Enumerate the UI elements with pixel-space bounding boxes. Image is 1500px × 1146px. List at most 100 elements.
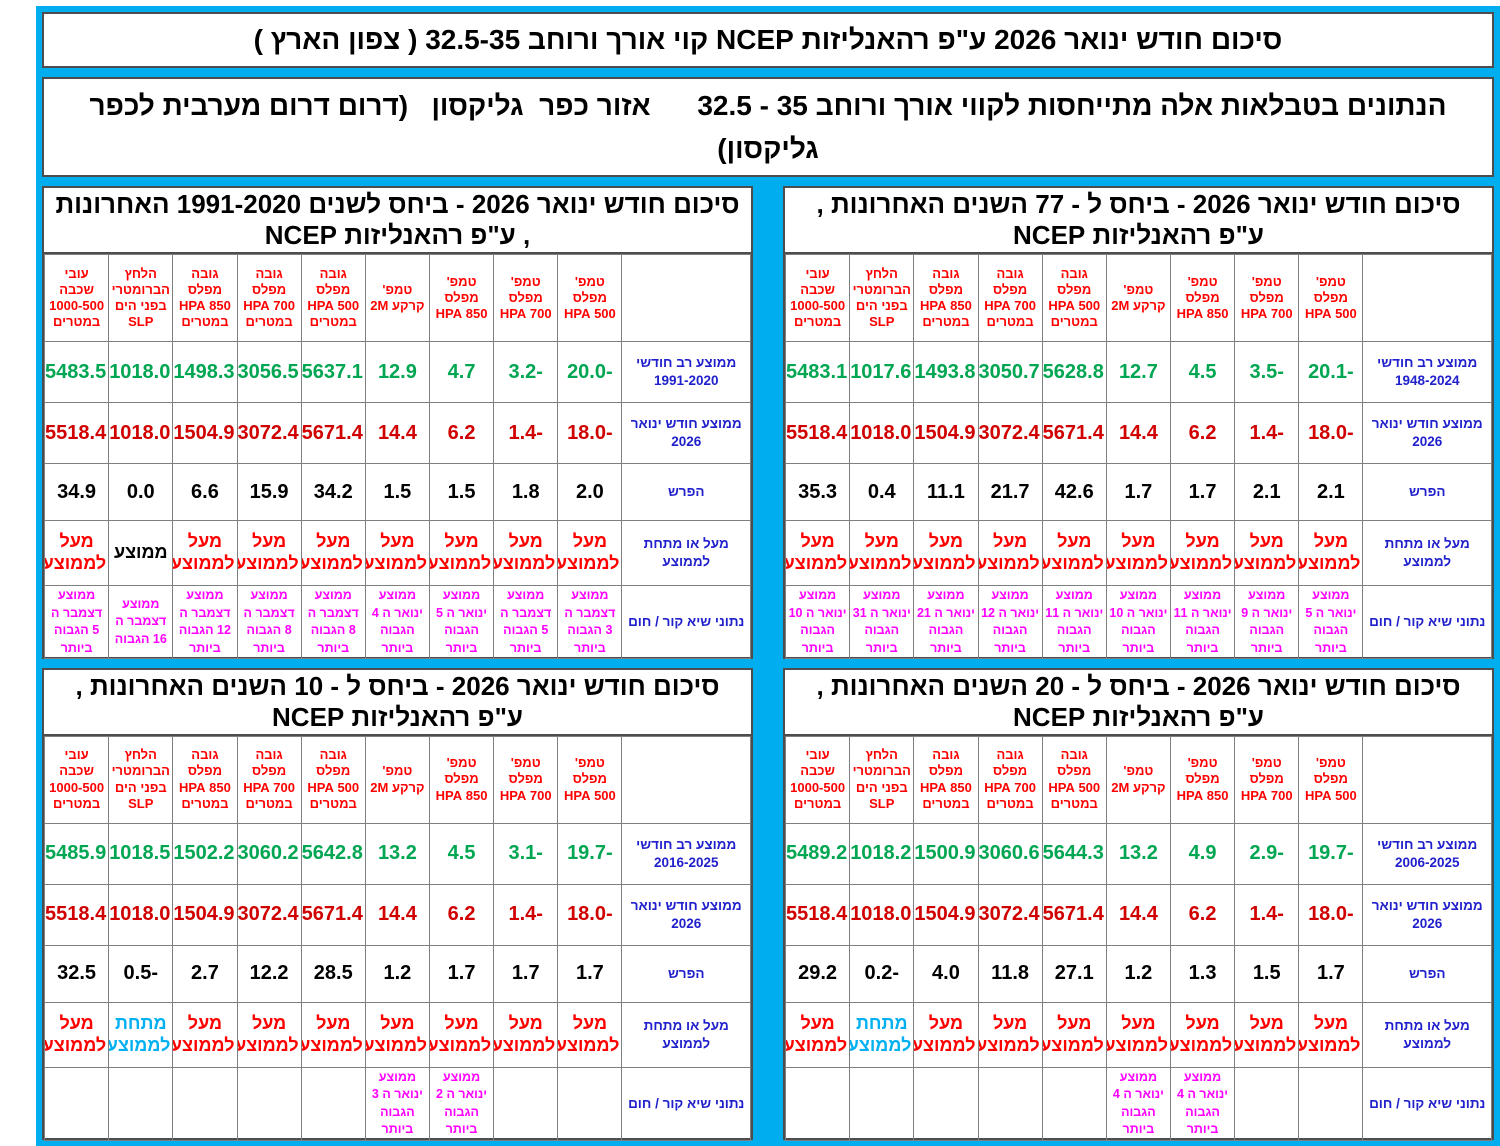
summary-table-10-years: סיכום חודש ינואר 2026 - ביחס ל - 10 השני…	[42, 667, 753, 1141]
current-month-row: ממוצע חודש ינואר 2026 -18.0 -1.4 6.2 14.4 567…	[43, 402, 751, 464]
record-cell: ממוצע ינואר ה 4 הגבוה ביותר	[1105, 1066, 1171, 1141]
above-below-cell: מעל לממוצע	[1298, 520, 1364, 586]
column-header: טמפ' מפלס 700 HPA	[493, 735, 559, 824]
row-label: נתוני שיא קור / חום	[1362, 585, 1492, 659]
record-cell: ממוצע ינואר ה 5 הגבוה ביותר	[1298, 585, 1364, 659]
value-cell: 1.3	[1169, 944, 1236, 1003]
value-cell: 5628.8	[1041, 341, 1107, 403]
value-cell: 12.7	[1105, 341, 1171, 403]
above-below-cell: מעל לממוצע	[557, 1001, 623, 1068]
longterm-average-row: ממוצע רב חודשי 1948-2024 -20.1 -3.5 4.5 12.7 5…	[784, 341, 1492, 403]
value-cell: 1500.9	[913, 822, 979, 885]
record-cell: ממוצע ינואר ה 4 הגבוה ביותר	[364, 585, 430, 659]
value-cell: 1.8	[493, 463, 559, 521]
page-frame: סיכום חודש ינואר 2026 ע"פ רהאנליזות NCEP…	[36, 6, 1500, 1146]
value-cell: -20.0	[557, 341, 623, 403]
record-cell: ממוצע דצמבר ה 5 הגבוה ביותר	[493, 585, 559, 659]
value-cell: 1018.0	[108, 402, 174, 464]
record-cell: ממוצע דצמבר ה 16 הגבוה	[108, 585, 174, 659]
column-header: הלחץ הברומטרי בפני הים SLP	[108, 735, 174, 824]
header-row: טמפ' מפלס 500 HPA טמפ' מפלס 700 HPA טמפ' מ…	[784, 735, 1492, 824]
header-row: טמפ' מפלס 500 HPA טמפ' מפלס 700 HPA טמפ' מ…	[43, 254, 751, 342]
value-cell: 3056.5	[236, 341, 302, 403]
data-table: טמפ' מפלס 500 HPA טמפ' מפלס 700 HPA טמפ' מ…	[43, 735, 751, 1141]
value-cell: 1493.8	[913, 341, 979, 403]
column-header: טמפ' מפלס 850 HPA	[428, 254, 495, 342]
value-cell: 1018.0	[108, 341, 174, 403]
column-header: גובה מפלס 850 HPA במטרים	[172, 735, 238, 824]
column-header: עובי שכבה 1000-500 במטרים	[784, 735, 851, 824]
value-cell: 5671.4	[300, 402, 366, 464]
record-cell	[557, 1066, 623, 1141]
column-header: טמפ' מפלס 700 HPA	[1234, 735, 1300, 824]
value-cell: 4.5	[1169, 341, 1236, 403]
record-cell: ממוצע ינואר ה 3 הגבוה ביותר	[364, 1066, 430, 1141]
column-header: עובי שכבה 1000-500 במטרים	[784, 254, 851, 342]
above-below-cell: מעל לממוצע	[172, 520, 238, 586]
above-below-cell: מעל לממוצע	[493, 520, 559, 586]
value-cell: 35.3	[784, 463, 851, 521]
longterm-average-row: ממוצע רב חודשי 2016-2025 -19.7 -3.1 4.5 13.2 5…	[43, 822, 751, 885]
value-cell: -18.0	[557, 402, 623, 464]
current-month-row: ממוצע חודש ינואר 2026 -18.0 -1.4 6.2 14.4 567…	[784, 883, 1492, 946]
value-cell: 1.2	[364, 944, 430, 1003]
row-label-text: ממוצע רב חודשי	[1377, 355, 1478, 371]
column-header: הלחץ הברומטרי בפני הים SLP	[108, 254, 174, 342]
value-cell: -18.0	[557, 883, 623, 946]
value-cell: 13.2	[1105, 822, 1171, 885]
value-cell: 1.2	[1105, 944, 1171, 1003]
summary-table-20-years: סיכום חודש ינואר 2026 - ביחס ל - 20 השני…	[783, 667, 1494, 1141]
above-below-cell: מעל לממוצע	[1169, 520, 1236, 586]
records-row: נתוני שיא קור / חום ממוצע ינואר ה 5 הגבוה…	[784, 585, 1492, 659]
column-header: הלחץ הברומטרי בפני הים SLP	[849, 254, 915, 342]
above-below-cell: מעל לממוצע	[977, 1001, 1043, 1068]
column-header: טמפ' מפלס 500 HPA	[1298, 735, 1364, 824]
above-below-cell: מעל לממוצע	[300, 520, 366, 586]
column-header: טמפ' מפלס 700 HPA	[493, 254, 559, 342]
value-cell: 6.2	[1169, 402, 1236, 464]
above-below-cell: מעל לממוצע	[913, 520, 979, 586]
value-cell: -18.0	[1298, 883, 1364, 946]
record-cell: ממוצע דצמבר ה 8 הגבוה ביותר	[236, 585, 302, 659]
value-cell: -1.4	[493, 402, 559, 464]
value-cell: 2.1	[1234, 463, 1300, 521]
record-cell: ממוצע ינואר ה 9 הגבוה ביותר	[1234, 585, 1300, 659]
column-header: טמפ' מפלס 850 HPA	[1169, 254, 1236, 342]
above-below-cell: מעל לממוצע	[1105, 1001, 1171, 1068]
above-below-cell: מעל לממוצע	[364, 1001, 430, 1068]
record-cell	[493, 1066, 559, 1141]
value-cell: 5483.5	[43, 341, 110, 403]
column-header: גובה מפלס 500 HPA במטרים	[1041, 254, 1107, 342]
value-cell: 2.1	[1298, 463, 1364, 521]
value-cell: 1017.6	[849, 341, 915, 403]
current-month-row: ממוצע חודש ינואר 2026 -18.0 -1.4 6.2 14.4 567…	[43, 883, 751, 946]
value-cell: 1018.0	[849, 883, 915, 946]
corner-cell	[1362, 735, 1492, 824]
value-cell: -18.0	[1298, 402, 1364, 464]
record-cell: ממוצע דצמבר ה 5 הגבוה ביותר	[43, 585, 110, 659]
value-cell: -1.4	[1234, 883, 1300, 946]
column-header: טמפ' קרקע 2M	[1105, 735, 1171, 824]
row-label: ממוצע חודש ינואר 2026	[1362, 402, 1492, 464]
value-cell: -20.1	[1298, 341, 1364, 403]
row-label-text: ממוצע רב חודשי	[1377, 836, 1478, 852]
record-cell: ממוצע ינואר ה 2 הגבוה ביותר	[428, 1066, 495, 1141]
above-below-cell: מעל לממוצע	[1041, 1001, 1107, 1068]
above-below-cell: מעל לממוצע	[557, 520, 623, 586]
value-cell: 5671.4	[1041, 883, 1107, 946]
value-cell: 1018.0	[108, 883, 174, 946]
column-header: גובה מפלס 500 HPA במטרים	[1041, 735, 1107, 824]
value-cell: 5642.8	[300, 822, 366, 885]
record-cell	[913, 1066, 979, 1141]
column-header: גובה מפלס 700 HPA במטרים	[977, 735, 1043, 824]
record-cell: ממוצע דצמבר ה 8 הגבוה ביותר	[300, 585, 366, 659]
row-label-text: ממוצע רב חודשי	[636, 836, 737, 852]
value-cell: 1.7	[1169, 463, 1236, 521]
above-below-cell: מתחת לממוצע	[849, 1001, 915, 1068]
column-header: גובה מפלס 850 HPA במטרים	[172, 254, 238, 342]
value-cell: 1498.3	[172, 341, 238, 403]
above-below-row: מעל או מתחת לממוצע מעל לממוצע מעל לממוצע מע…	[43, 520, 751, 586]
value-cell: -19.7	[557, 822, 623, 885]
record-cell	[236, 1066, 302, 1141]
column-header: גובה מפלס 700 HPA במטרים	[977, 254, 1043, 342]
